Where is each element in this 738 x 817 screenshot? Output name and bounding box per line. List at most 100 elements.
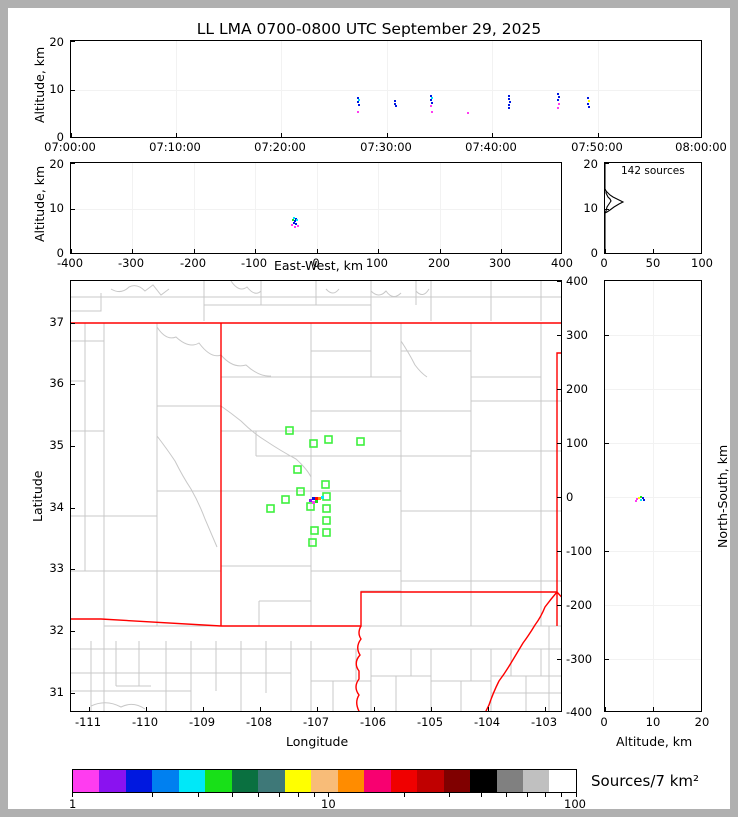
axis-tick-label: 35 bbox=[49, 438, 64, 452]
axis-tick-label: -108 bbox=[245, 715, 273, 729]
axis-tick bbox=[203, 707, 204, 711]
gridline bbox=[501, 163, 502, 253]
axis-label-altitude-top: Altitude, km bbox=[32, 46, 47, 123]
colorbar-tick-label: 100 bbox=[564, 797, 586, 811]
axis-tick-label: 20 bbox=[583, 157, 598, 171]
axis-tick bbox=[557, 389, 561, 390]
axis-tick bbox=[557, 281, 561, 282]
gridline bbox=[255, 163, 256, 253]
colorbar-tick bbox=[314, 793, 315, 797]
colorbar-tick bbox=[527, 793, 528, 797]
ns-altitude-plot-area bbox=[605, 281, 701, 711]
source-point bbox=[395, 105, 397, 107]
axis-tick-label: -400 bbox=[566, 705, 593, 719]
colorbar-tick-label: 10 bbox=[321, 797, 336, 811]
east-west-altitude-panel[interactable] bbox=[70, 162, 562, 254]
axis-tick-label: 0 bbox=[56, 246, 64, 260]
gridline bbox=[71, 90, 701, 91]
colorbar-tick-label: 1 bbox=[69, 797, 77, 811]
colorbar-tick bbox=[232, 793, 233, 797]
axis-tick-label: 10 bbox=[583, 201, 598, 215]
axis-tick-label: -111 bbox=[74, 715, 102, 729]
axis-tick bbox=[89, 707, 90, 711]
axis-tick bbox=[598, 133, 599, 137]
axis-tick bbox=[557, 605, 561, 606]
gridline bbox=[71, 209, 561, 210]
axis-label-north-south: North-South, km bbox=[715, 444, 730, 548]
gridline bbox=[492, 41, 493, 137]
source-cell bbox=[321, 496, 324, 499]
axis-tick bbox=[71, 569, 75, 570]
axis-tick-label: -107 bbox=[302, 715, 330, 729]
altitude-histogram-panel[interactable] bbox=[604, 162, 702, 254]
axis-label-latitude: Latitude bbox=[30, 470, 45, 522]
axis-tick bbox=[653, 707, 654, 711]
axis-tick-label: -100 bbox=[240, 256, 268, 270]
altitude-northsouth-panel[interactable] bbox=[604, 280, 702, 712]
axis-tick bbox=[146, 707, 147, 711]
axis-tick-label: 37 bbox=[49, 315, 64, 329]
axis-tick bbox=[71, 249, 72, 253]
time-altitude-plot-area bbox=[71, 41, 701, 137]
source-point bbox=[587, 103, 589, 105]
axis-tick-label: 200 bbox=[428, 256, 450, 270]
figure-canvas: LL LMA 0700-0800 UTC September 29, 2025 bbox=[8, 8, 730, 811]
gridline bbox=[194, 163, 195, 253]
source-cell bbox=[315, 497, 318, 500]
axis-tick-label: 100 bbox=[366, 256, 388, 270]
gridline bbox=[176, 41, 177, 137]
source-density-colorbar[interactable] bbox=[72, 769, 577, 793]
axis-tick-label: 31 bbox=[49, 685, 64, 699]
axis-tick-label: 200 bbox=[566, 382, 588, 396]
axis-tick-label: 20 bbox=[49, 157, 64, 171]
source-point bbox=[509, 101, 511, 103]
axis-tick bbox=[255, 249, 256, 253]
source-point bbox=[643, 499, 645, 501]
axis-tick bbox=[71, 446, 75, 447]
colorbar-tick bbox=[404, 793, 405, 797]
axis-tick bbox=[71, 323, 75, 324]
axis-tick-label: 0 bbox=[600, 715, 608, 729]
axis-tick-label: 0 bbox=[56, 130, 64, 144]
axis-tick-label: 0 bbox=[600, 256, 608, 270]
source-point bbox=[294, 226, 296, 228]
axis-tick bbox=[605, 163, 609, 164]
axis-tick bbox=[501, 249, 502, 253]
source-point bbox=[431, 97, 433, 99]
axis-tick bbox=[557, 659, 561, 660]
map-panel[interactable] bbox=[70, 280, 562, 712]
source-point bbox=[588, 100, 590, 102]
axis-tick bbox=[374, 707, 375, 711]
source-point bbox=[508, 104, 510, 106]
colorbar-swatch bbox=[496, 770, 523, 792]
axis-tick bbox=[557, 551, 561, 552]
axis-tick bbox=[605, 659, 609, 660]
axis-tick-label: 0 bbox=[590, 246, 598, 260]
source-point bbox=[431, 102, 433, 104]
axis-tick bbox=[605, 551, 609, 552]
axis-tick bbox=[605, 443, 609, 444]
colorbar-swatch bbox=[337, 770, 365, 792]
axis-tick-label: -105 bbox=[416, 715, 444, 729]
source-point bbox=[640, 496, 642, 498]
colorbar-swatch bbox=[178, 770, 206, 792]
axis-label-east-west: East-West, km bbox=[274, 258, 364, 273]
gridline bbox=[598, 41, 599, 137]
source-point bbox=[558, 103, 560, 105]
time-altitude-panel[interactable] bbox=[70, 40, 702, 138]
source-point bbox=[430, 95, 432, 97]
colorbar-swatch bbox=[205, 770, 232, 792]
source-count-annotation: 142 sources bbox=[621, 165, 685, 177]
source-point bbox=[292, 219, 294, 221]
source-point bbox=[467, 112, 469, 114]
axis-tick bbox=[492, 133, 493, 137]
axis-tick-label: -109 bbox=[188, 715, 216, 729]
axis-tick bbox=[557, 497, 561, 498]
source-point bbox=[296, 219, 298, 221]
axis-tick bbox=[71, 693, 75, 694]
source-point bbox=[294, 220, 296, 222]
colorbar-tick bbox=[481, 793, 482, 797]
source-point bbox=[357, 111, 359, 113]
colorbar-swatch bbox=[99, 770, 126, 792]
colorbar-tick bbox=[561, 793, 562, 797]
